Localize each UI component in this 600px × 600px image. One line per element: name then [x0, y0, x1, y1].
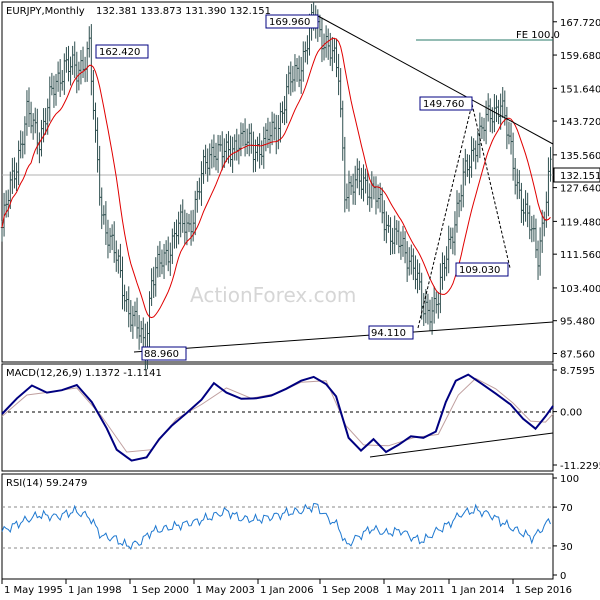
price-y-tick-label: 87.560 — [560, 349, 595, 360]
watermark: ActionForex.com — [190, 283, 356, 307]
x-tick-label: 1 May 1995 — [4, 585, 63, 596]
annotation-162-420: 162.420 — [95, 44, 149, 59]
price-y-tick-label: 151.640 — [560, 84, 600, 95]
rsi-panel — [1, 473, 554, 580]
current-price-tag: 132.151 — [553, 167, 600, 183]
trend-lines — [133, 15, 554, 458]
price-bar — [549, 146, 552, 182]
x-tick-label: 1 Jan 2006 — [260, 585, 314, 596]
price-panel — [1, 1, 554, 363]
price-y-tick-label: 127.640 — [560, 184, 600, 195]
rsi-y-tick-label: 100 — [560, 474, 579, 485]
annotation-94-110: 94.110 — [368, 325, 414, 340]
fib-dashed-2 — [471, 103, 511, 269]
ohlc-readout: 132.381 133.873 131.390 132.151 — [96, 6, 271, 17]
price-bars — [0, 1, 552, 371]
rsi-y-tick-label: 70 — [560, 503, 573, 514]
x-tick-label: 1 May 2011 — [386, 585, 445, 596]
macd-line — [1, 373, 554, 462]
rsi-y-tick-label: 0 — [560, 571, 566, 582]
macd-trendline — [369, 432, 554, 458]
annotation-149-760: 149.760 — [419, 96, 473, 111]
rsi-header: RSI(14) 59.2479 — [6, 478, 87, 489]
x-tick-label: 1 Jan 2014 — [451, 585, 505, 596]
svg-text:132.151: 132.151 — [560, 171, 600, 182]
svg-text:94.110: 94.110 — [371, 328, 406, 339]
macd-panel — [1, 363, 554, 472]
fe-100-label: FE 100.0 — [516, 30, 560, 41]
lower-trendline — [133, 321, 554, 353]
annotation-109-030: 109.030 — [455, 262, 509, 277]
rsi-series — [1, 502, 551, 551]
macd-y-tick-label: 8.7595 — [560, 366, 595, 377]
upper-trendline — [317, 15, 554, 145]
rsi-line — [1, 502, 551, 551]
macd-y-tick-label: -11.2295 — [560, 461, 600, 472]
svg-text:109.030: 109.030 — [459, 265, 500, 276]
x-tick-label: 1 May 2003 — [196, 585, 255, 596]
symbol-label: EURJPY,Monthly — [6, 6, 85, 17]
annotation-169-960: 169.960 — [265, 14, 319, 29]
price-y-tick-label: 119.480 — [560, 217, 600, 228]
price-y-tick-label: 103.400 — [560, 284, 600, 295]
macd-header: MACD(12,26,9) 1.1372 -1.1141 — [6, 368, 162, 379]
signal-line — [1, 377, 554, 453]
x-tick-label: 1 Sep 2016 — [515, 585, 572, 596]
price-y-tick-label: 111.560 — [560, 250, 600, 261]
price-y-axis: 167.720 159.680 151.640 143.720 135.560 127.6… — [553, 18, 600, 360]
price-y-tick-label: 143.720 — [560, 117, 600, 128]
price-y-tick-label: 159.680 — [560, 51, 600, 62]
rsi-y-tick-label: 30 — [560, 542, 573, 553]
price-y-tick-label: 135.560 — [560, 151, 600, 162]
svg-text:169.960: 169.960 — [269, 17, 310, 28]
fib-dashed-1 — [417, 103, 473, 329]
price-y-tick-label: 167.720 — [560, 18, 600, 29]
x-tick-label: 1 Sep 2000 — [132, 585, 189, 596]
macd-lines — [1, 373, 554, 462]
rsi-y-axis: 100 70 30 0 — [553, 474, 579, 582]
svg-text:88.960: 88.960 — [144, 349, 179, 360]
price-y-tick-label: 95.480 — [560, 317, 595, 328]
annotation-88-960: 88.960 — [141, 346, 187, 361]
x-tick-label: 1 Sep 2008 — [322, 585, 379, 596]
macd-y-tick-label: 0.00 — [560, 408, 582, 419]
svg-text:149.760: 149.760 — [423, 99, 464, 110]
svg-text:162.420: 162.420 — [99, 47, 140, 58]
macd-y-axis: 8.7595 0.00 -11.2295 — [553, 366, 600, 472]
x-axis: 1 May 1995 1 Jan 1998 1 Sep 2000 1 May 2003… — [1, 579, 572, 596]
x-tick-label: 1 Jan 1998 — [68, 585, 122, 596]
